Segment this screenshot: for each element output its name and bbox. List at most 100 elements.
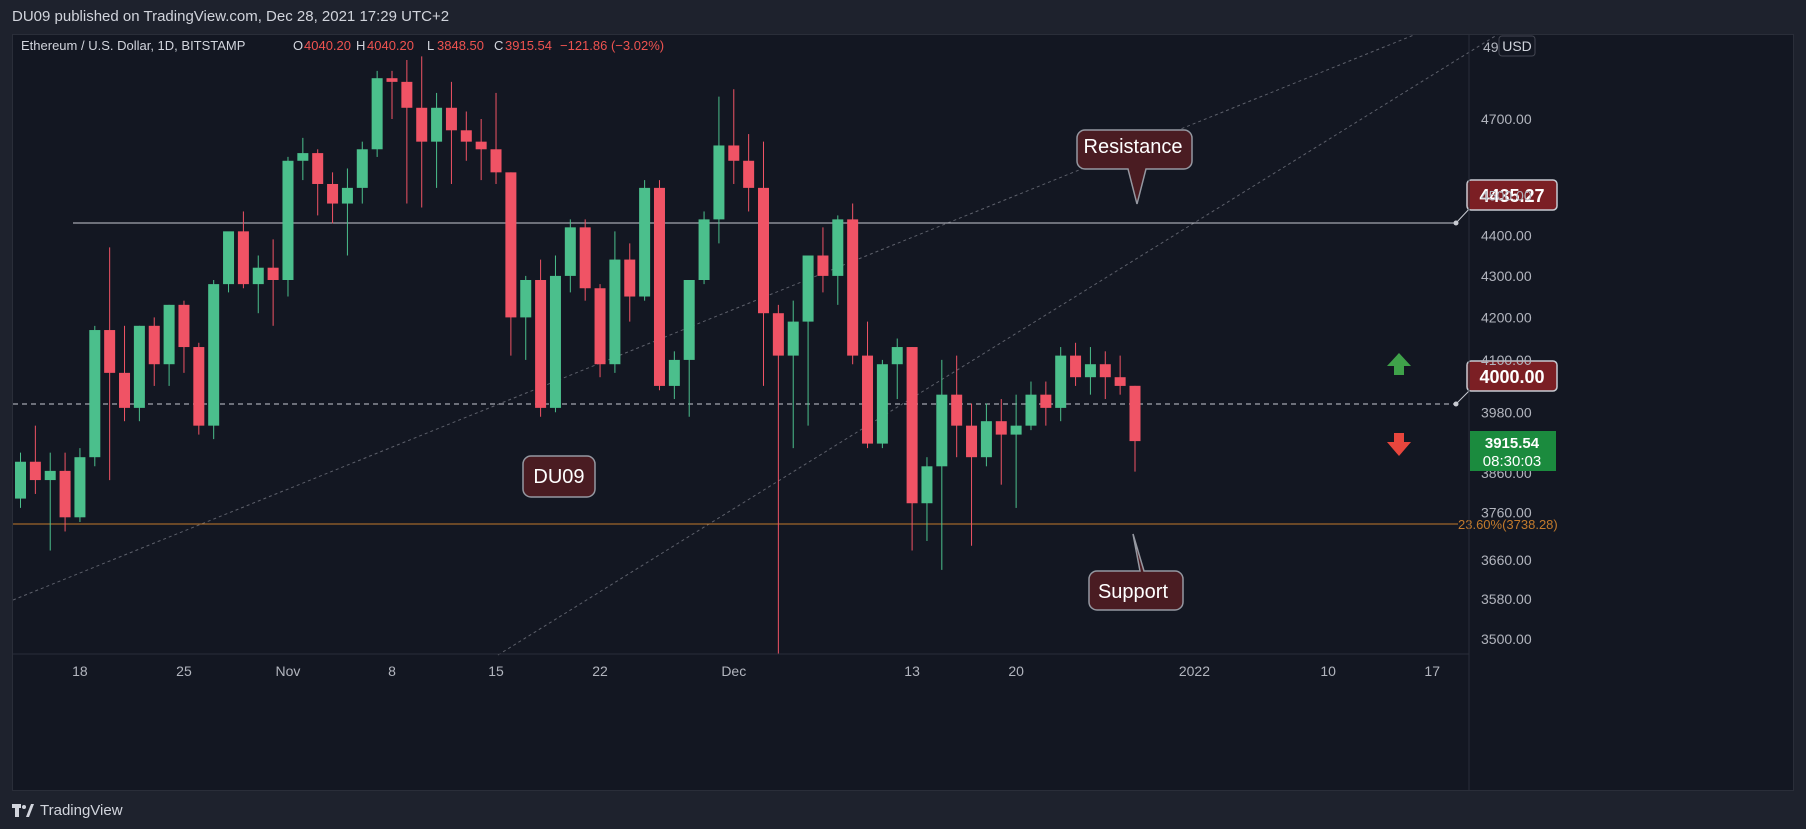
time-axis[interactable]: 18 25 Nov 8 15 22 Dec 13 20 2022 10 17 — [13, 653, 1469, 679]
candle-body — [639, 187, 651, 297]
candle[interactable] — [252, 255, 264, 314]
candle[interactable] — [1099, 351, 1111, 400]
candle[interactable] — [966, 403, 978, 546]
candle[interactable] — [876, 359, 888, 449]
candle[interactable] — [505, 172, 517, 356]
candle[interactable] — [193, 342, 205, 435]
candle[interactable] — [356, 141, 368, 204]
candle[interactable] — [431, 92, 443, 188]
candle-body — [1099, 364, 1111, 378]
resistance-label: Resistance — [1084, 136, 1183, 158]
level-box-4000[interactable]: 4000.00 — [1455, 360, 1558, 405]
candle[interactable] — [475, 119, 487, 181]
support-callout[interactable]: Support — [1088, 533, 1184, 611]
candle[interactable] — [683, 280, 695, 417]
candle[interactable] — [653, 180, 665, 391]
chart-panel[interactable]: Ethereum / U.S. Dollar, 1D, BITSTAMP O 4… — [12, 0, 1794, 791]
candle[interactable] — [223, 231, 235, 293]
candle[interactable] — [89, 325, 101, 467]
candle[interactable] — [520, 275, 532, 360]
candle[interactable] — [312, 149, 324, 216]
candle[interactable] — [906, 347, 918, 551]
candle[interactable] — [178, 300, 190, 373]
candle[interactable] — [416, 56, 428, 208]
candle[interactable] — [1055, 347, 1067, 422]
footer: TradingView — [0, 791, 1806, 829]
candle[interactable] — [1040, 381, 1052, 426]
candle[interactable] — [282, 156, 294, 297]
candle[interactable] — [817, 227, 829, 293]
candle[interactable] — [995, 399, 1007, 485]
candle[interactable] — [74, 448, 86, 523]
candle[interactable] — [1129, 385, 1141, 472]
candle[interactable] — [1070, 342, 1082, 386]
candle[interactable] — [104, 247, 116, 481]
price-axis[interactable]: 49 USD 3860.00 4700.004500.004400.004300… — [1468, 35, 1556, 790]
candle[interactable] — [267, 239, 279, 326]
candle[interactable] — [59, 452, 71, 532]
candle[interactable] — [579, 219, 591, 301]
currency-label: USD — [1502, 38, 1532, 54]
candle[interactable] — [327, 172, 339, 224]
candle[interactable] — [639, 180, 651, 301]
candle-body — [505, 172, 517, 318]
candle[interactable] — [743, 134, 755, 212]
candle[interactable] — [951, 355, 963, 458]
watermark-box[interactable]: DU09 — [522, 455, 596, 498]
candle[interactable] — [713, 96, 725, 244]
candle[interactable] — [564, 219, 576, 293]
currency-badge[interactable] — [1498, 35, 1536, 57]
candle[interactable] — [802, 255, 814, 426]
candle[interactable] — [1025, 381, 1037, 431]
candle[interactable] — [163, 304, 175, 386]
candle[interactable] — [609, 231, 621, 373]
candle[interactable] — [832, 215, 844, 305]
candle[interactable] — [490, 92, 502, 184]
candle[interactable] — [594, 284, 606, 378]
candle[interactable] — [460, 111, 472, 161]
candle[interactable] — [980, 403, 992, 467]
candle-body — [817, 255, 829, 276]
candle-body — [995, 421, 1007, 435]
candle[interactable] — [401, 59, 413, 204]
candle[interactable] — [698, 211, 710, 285]
candle[interactable] — [549, 255, 561, 413]
candle[interactable] — [728, 89, 740, 184]
candle[interactable] — [148, 317, 160, 386]
candle[interactable] — [1084, 347, 1096, 395]
candle[interactable] — [1114, 355, 1126, 395]
candle[interactable] — [445, 81, 457, 184]
candle-body — [802, 255, 814, 322]
candle[interactable] — [891, 338, 903, 400]
candlestick-chart[interactable]: Ethereum / U.S. Dollar, 1D, BITSTAMP O 4… — [12, 0, 1793, 790]
candle[interactable] — [936, 359, 948, 570]
candle-body — [535, 280, 547, 408]
candle[interactable] — [921, 457, 933, 541]
candle[interactable] — [119, 325, 131, 422]
candle[interactable] — [772, 304, 784, 655]
candle[interactable] — [386, 70, 398, 119]
candle[interactable] — [787, 300, 799, 449]
candle[interactable] — [847, 203, 859, 365]
candle-body — [371, 78, 383, 150]
candle[interactable] — [668, 351, 680, 400]
candle[interactable] — [341, 168, 353, 256]
candle[interactable] — [44, 452, 56, 551]
level-box-4435[interactable]: 4435.27 — [1455, 179, 1558, 224]
tradingview-logo[interactable]: TradingView — [12, 802, 123, 819]
candle[interactable] — [237, 211, 249, 289]
candle[interactable] — [535, 259, 547, 417]
candle-body — [653, 187, 665, 386]
candle[interactable] — [371, 70, 383, 157]
candle[interactable] — [29, 425, 41, 494]
candle[interactable] — [133, 325, 145, 422]
candle[interactable] — [1010, 394, 1022, 508]
candle[interactable] — [758, 141, 769, 386]
resistance-callout[interactable]: Resistance — [1076, 129, 1193, 205]
candle[interactable] — [862, 321, 874, 449]
trendline-upper[interactable] — [497, 24, 1514, 656]
candle[interactable] — [297, 137, 309, 181]
candle[interactable] — [15, 452, 26, 508]
candle[interactable] — [208, 280, 220, 440]
candle[interactable] — [624, 243, 636, 322]
